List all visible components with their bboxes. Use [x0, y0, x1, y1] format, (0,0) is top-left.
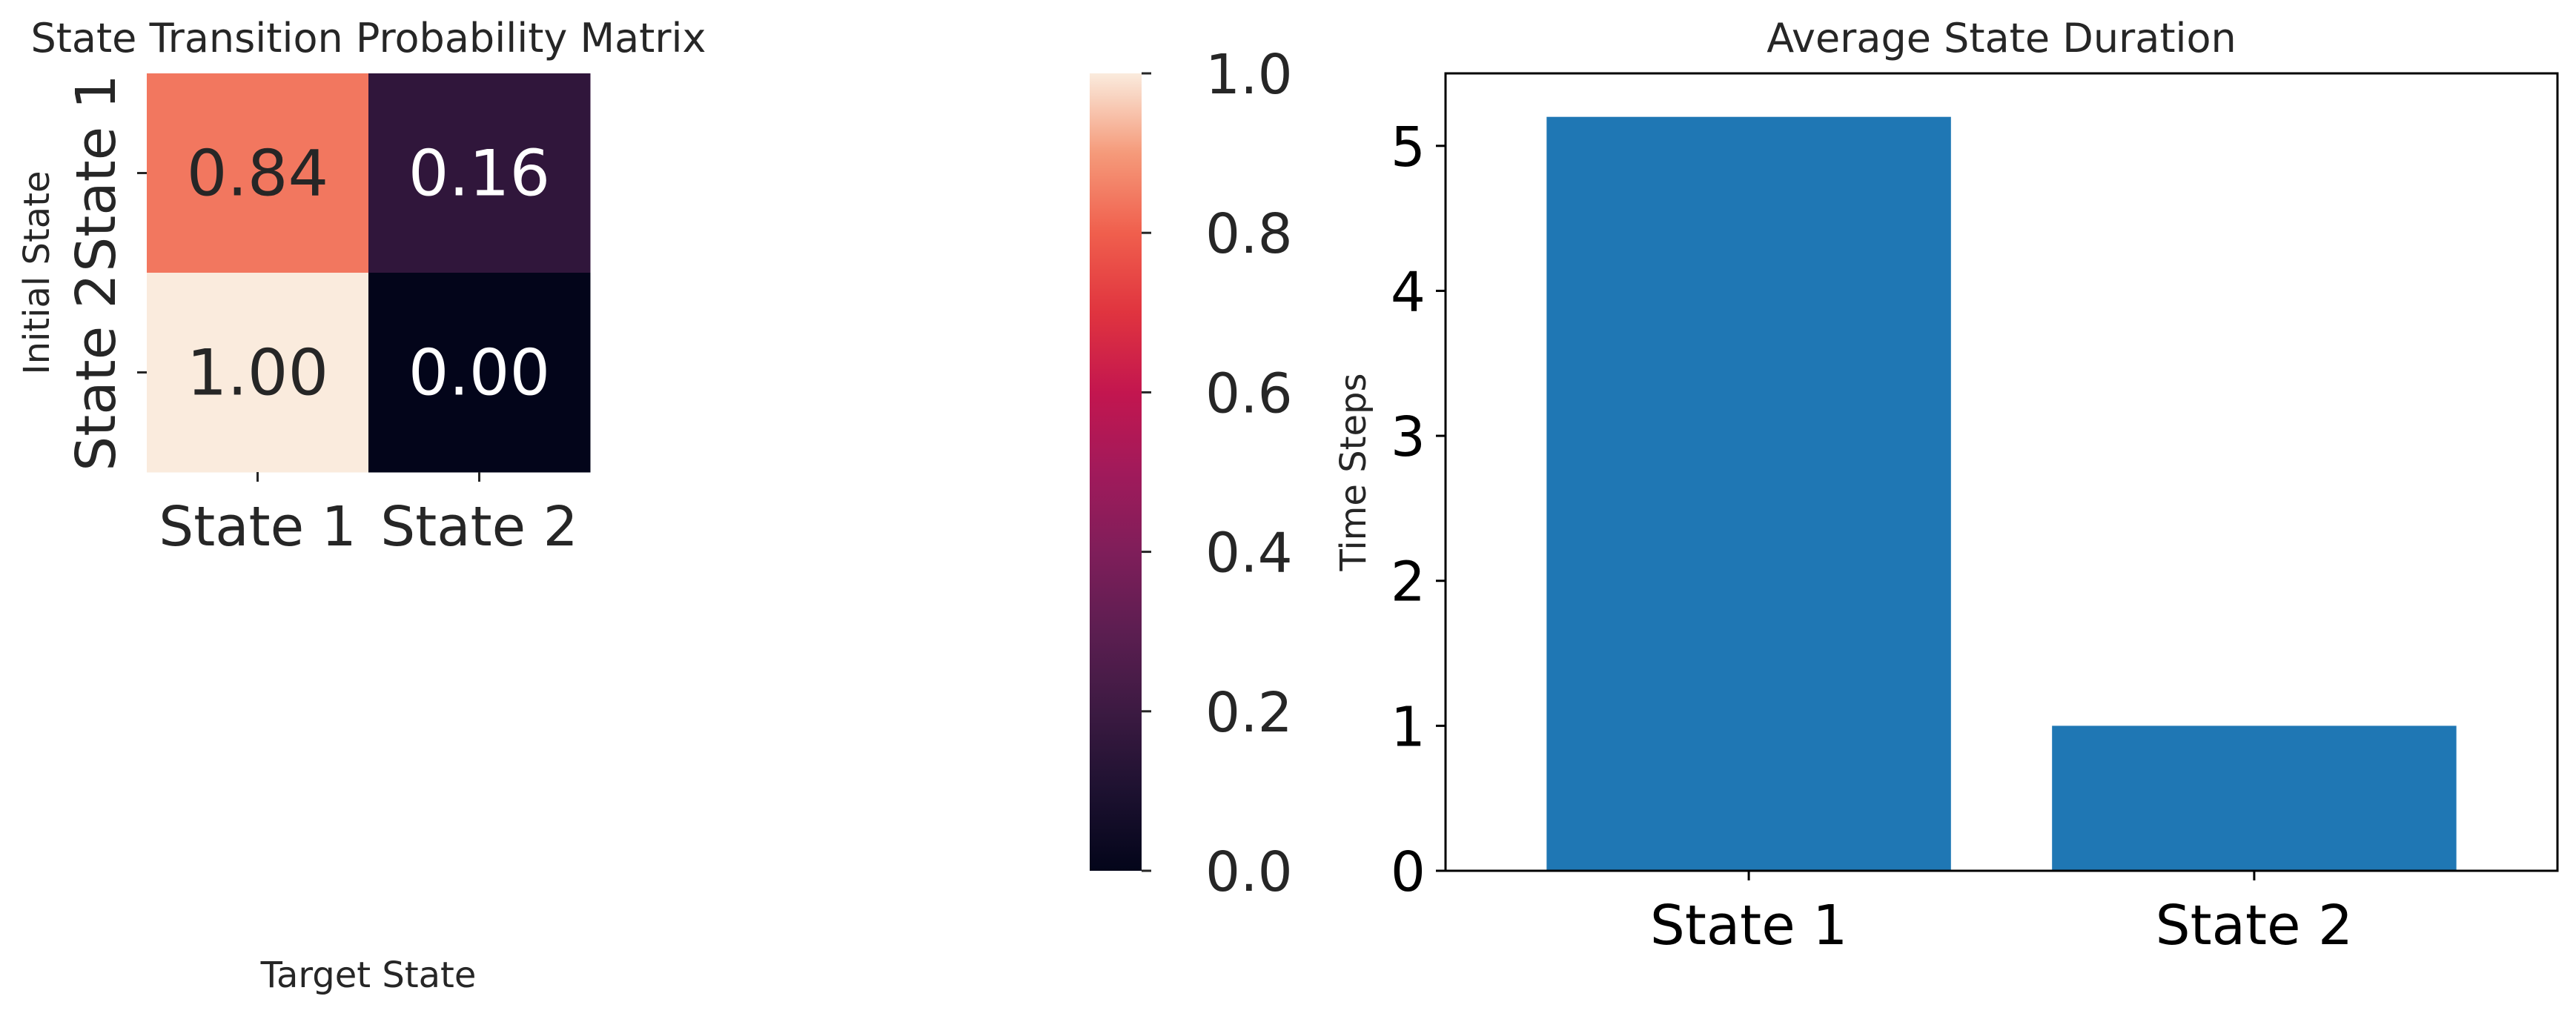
bar	[1546, 116, 1951, 871]
bar	[2052, 726, 2457, 871]
heatmap-cells: 0.84 0.16 1.00 0.00	[147, 73, 591, 473]
colorbar: 0.0 0.2 0.4 0.6 0.8 1.0	[1090, 43, 1293, 904]
colorbar-tick-label: 0.2	[1205, 681, 1293, 745]
heatmap-cell-label: 1.00	[187, 336, 328, 411]
heatmap-title: State Transition Probability Matrix	[30, 15, 706, 62]
heatmap-x-tick-label: State 1	[159, 495, 356, 559]
bar-chart-y-axis-label: Time Steps	[1333, 373, 1374, 571]
colorbar-tick-label: 1.0	[1205, 43, 1293, 107]
heatmap-y-tick-label: State 1	[64, 74, 128, 271]
heatmap-cell-label: 0.16	[408, 137, 550, 211]
bar-chart-frame	[1444, 72, 2559, 872]
heatmap-cell	[147, 73, 369, 273]
heatmap-cell	[147, 273, 369, 473]
bar-chart-bars	[1546, 116, 2457, 871]
heatmap-x-tick-label: State 2	[380, 495, 577, 559]
heatmap-cell	[368, 273, 591, 473]
bar-y-tick-label: 4	[1391, 260, 1426, 324]
heatmap-cell	[368, 73, 591, 273]
colorbar-tick-label: 0.0	[1205, 840, 1293, 904]
bar-y-tick-label: 2	[1391, 551, 1426, 614]
colorbar-gradient	[1090, 73, 1142, 871]
colorbar-tick-label: 0.4	[1205, 522, 1293, 585]
heatmap-cell-label: 0.00	[408, 336, 550, 411]
heatmap-y-tick-label: State 2	[64, 273, 128, 471]
colorbar-ticks: 0.0 0.2 0.4 0.6 0.8 1.0	[1142, 43, 1293, 904]
bar-x-tick-label: State 1	[1650, 894, 1847, 957]
bar-chart-x-ticks: State 1 State 2	[1650, 871, 2353, 957]
heatmap-y-axis-label: Initial State	[16, 170, 58, 374]
bar-chart-title: Average State Duration	[1767, 15, 2236, 62]
bar-y-tick-label: 0	[1391, 840, 1426, 904]
colorbar-tick-label: 0.6	[1205, 362, 1293, 425]
heatmap-x-axis-label: Target State	[260, 955, 477, 996]
bar-chart-y-ticks: 0 1 2 3 4 5	[1391, 116, 1446, 904]
heatmap-panel: State Transition Probability Matrix 0.84…	[16, 15, 706, 996]
bar-y-tick-label: 1	[1391, 695, 1426, 759]
bar-y-tick-label: 3	[1391, 405, 1426, 469]
colorbar-tick-label: 0.8	[1205, 202, 1293, 266]
bar-y-tick-label: 5	[1391, 116, 1426, 179]
bar-x-tick-label: State 2	[2156, 894, 2353, 957]
heatmap-cell-label: 0.84	[187, 137, 328, 211]
